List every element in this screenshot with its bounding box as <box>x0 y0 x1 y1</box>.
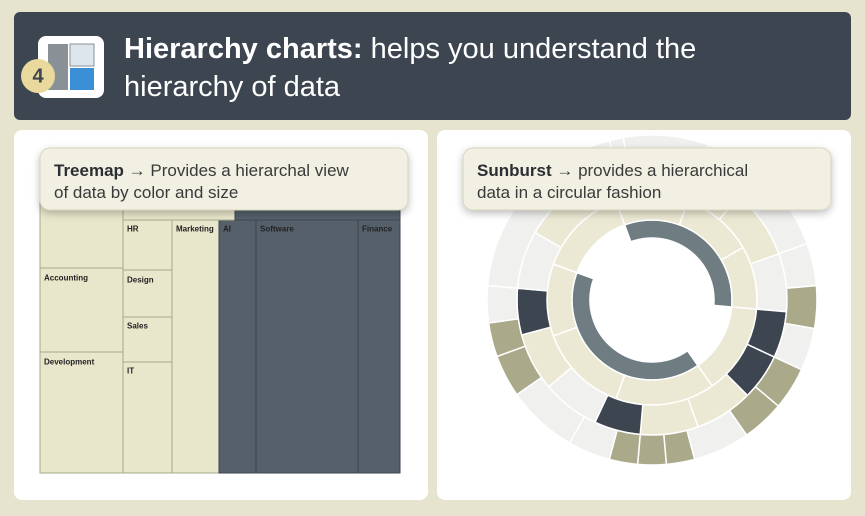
treemap-label: Software <box>260 225 294 234</box>
title-rest: helps you understand the <box>363 33 697 65</box>
treemap-name: Treemap <box>54 161 124 180</box>
treemap-cell <box>171 219 220 474</box>
sunburst-segment <box>486 284 520 324</box>
sunburst-name: Sunburst <box>477 161 552 180</box>
treemap-description: → Provides a hierarchal view <box>129 161 350 180</box>
sunburst-description: → provides a hierarchical <box>556 161 748 180</box>
sunburst-segment <box>546 263 578 337</box>
treemap-label: IT <box>127 367 134 376</box>
treemap-label: AI <box>223 225 231 234</box>
treemap-cell <box>39 267 124 353</box>
treemap-cell <box>357 219 401 474</box>
treemap-cell <box>39 351 124 474</box>
treemap-cell <box>122 219 173 271</box>
icon-part <box>70 68 94 90</box>
treemap <box>39 194 401 474</box>
treemap-label: Sales <box>127 322 148 331</box>
treemap-cell <box>218 219 257 474</box>
treemap-cell <box>255 219 359 474</box>
sunburst-segment <box>636 433 668 466</box>
title: Hierarchy charts: helps you understand t… <box>124 33 696 65</box>
treemap-callout <box>39 147 409 211</box>
badge <box>21 59 55 93</box>
treemap-label: Marketing <box>176 225 214 234</box>
treemap-cell <box>122 361 173 474</box>
header-bar <box>14 12 851 120</box>
treemap-caption: Treemap → Provides a hierarchal view <box>54 161 350 180</box>
sunburst-callout <box>462 147 832 211</box>
treemap-caption-line2: of data by color and size <box>54 183 238 202</box>
treemap-label: Accounting <box>44 274 88 283</box>
treemap-label: Development <box>44 358 95 367</box>
sunburst-segment <box>516 287 552 336</box>
sunburst-caption-line2: data in a circular fashion <box>477 183 661 202</box>
treemap-label: Finance <box>362 225 393 234</box>
treemap-label: Design <box>127 276 154 285</box>
treemap-label: HR <box>127 225 139 234</box>
sunburst-caption: Sunburst → provides a hierarchical <box>477 161 748 180</box>
treemap-cell <box>122 316 173 363</box>
sunburst-segment <box>784 284 818 330</box>
icon-part <box>69 43 95 67</box>
title-line2: hierarchy of data <box>124 71 341 103</box>
badge-number: 4 <box>32 65 44 87</box>
title-bold: Hierarchy charts: <box>124 33 363 65</box>
